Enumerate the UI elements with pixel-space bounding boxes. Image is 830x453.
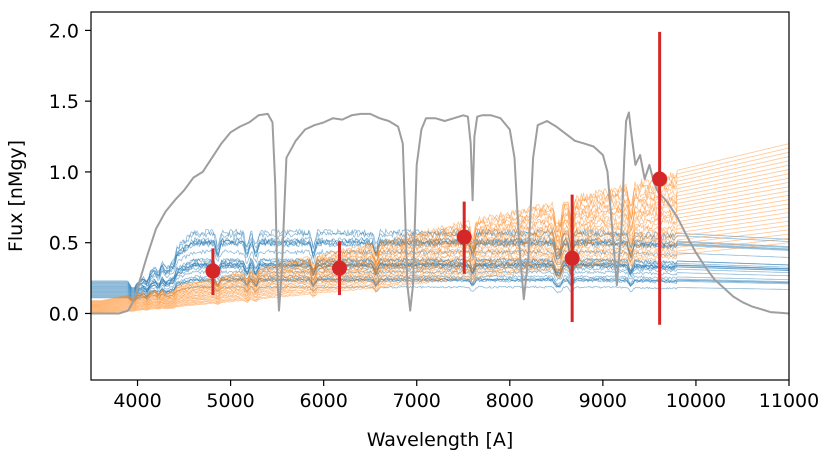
x-tick-label: 10000 (666, 390, 726, 412)
orange-spectrum-line (91, 225, 789, 312)
x-tick-label: 4000 (113, 390, 161, 412)
y-tick-label: 2.0 (49, 20, 79, 42)
orange-spectrum-line (91, 147, 789, 302)
y-tick-label: 1.5 (49, 91, 79, 113)
y-tick-label: 0.0 (49, 303, 79, 325)
orange-spectrum-line (91, 143, 789, 302)
x-tick-label: 8000 (486, 390, 534, 412)
photometry-point (456, 229, 472, 245)
filter-response-curve (91, 111, 789, 315)
blue-spectrum-line (91, 248, 789, 292)
photometry-point (652, 171, 668, 187)
orange-spectrum-line (91, 212, 789, 311)
orange-spectrum-line (91, 190, 789, 308)
x-tick-label: 5000 (206, 390, 254, 412)
photometry-point (331, 260, 347, 276)
orange-spectrum-line (91, 160, 789, 304)
blue-spectrum-line (91, 285, 789, 302)
orange-spectrum-line (91, 169, 789, 305)
x-tick-label: 9000 (579, 390, 627, 412)
orange-spectrum-line (91, 194, 789, 308)
orange-spectrum-line (91, 151, 789, 303)
axes-frame (90, 11, 790, 381)
orange-spectrum-line (91, 199, 789, 309)
axes-layer: 4000 5000 6000 7000 8000 9000 10000 11000 0.0 0.5… (49, 11, 819, 412)
plot-area (91, 12, 789, 380)
blue-spectrum-line (91, 227, 789, 290)
photometry-points (205, 31, 668, 325)
orange-spectrum-line (91, 233, 789, 313)
x-tick-label: 6000 (299, 390, 347, 412)
orange-spectrum-line (91, 177, 789, 306)
blue-spectrum-line (91, 276, 789, 299)
orange-spectrum-line (91, 173, 789, 306)
orange-spectrum-line (91, 242, 789, 314)
orange-spectrum-line (91, 182, 789, 307)
blue-spectrum-line (91, 256, 789, 293)
orange-spectrum-line (91, 229, 789, 313)
y-tick-label: 1.0 (49, 162, 79, 184)
blue-spectrum-line (91, 230, 789, 289)
orange-spectrum-line (91, 216, 789, 311)
orange-spectrum-line (91, 156, 789, 303)
x-tick-label: 11000 (759, 390, 819, 412)
y-axis-label: Flux [nMgy] (5, 140, 27, 252)
orange-spectrum-line (91, 238, 789, 314)
blue-spectrum-line (91, 274, 789, 300)
plot-layer (91, 31, 789, 325)
x-axis-label: Wavelength [A] (367, 429, 514, 451)
photometry-point (205, 263, 221, 279)
orange-spectrum-line (91, 207, 789, 310)
orange-spectrum-line (91, 220, 789, 312)
blue-spectrum-line (91, 237, 789, 289)
y-tick-label: 0.5 (49, 233, 79, 255)
blue-spectrum-line (91, 257, 789, 296)
blue-spectrum-line (91, 236, 789, 291)
x-tick-label: 7000 (393, 390, 441, 412)
blue-spectrum-line (91, 259, 789, 294)
orange-spectrum-line (91, 203, 789, 309)
photometry-point (564, 250, 580, 266)
orange-spectrum-line (91, 164, 789, 304)
